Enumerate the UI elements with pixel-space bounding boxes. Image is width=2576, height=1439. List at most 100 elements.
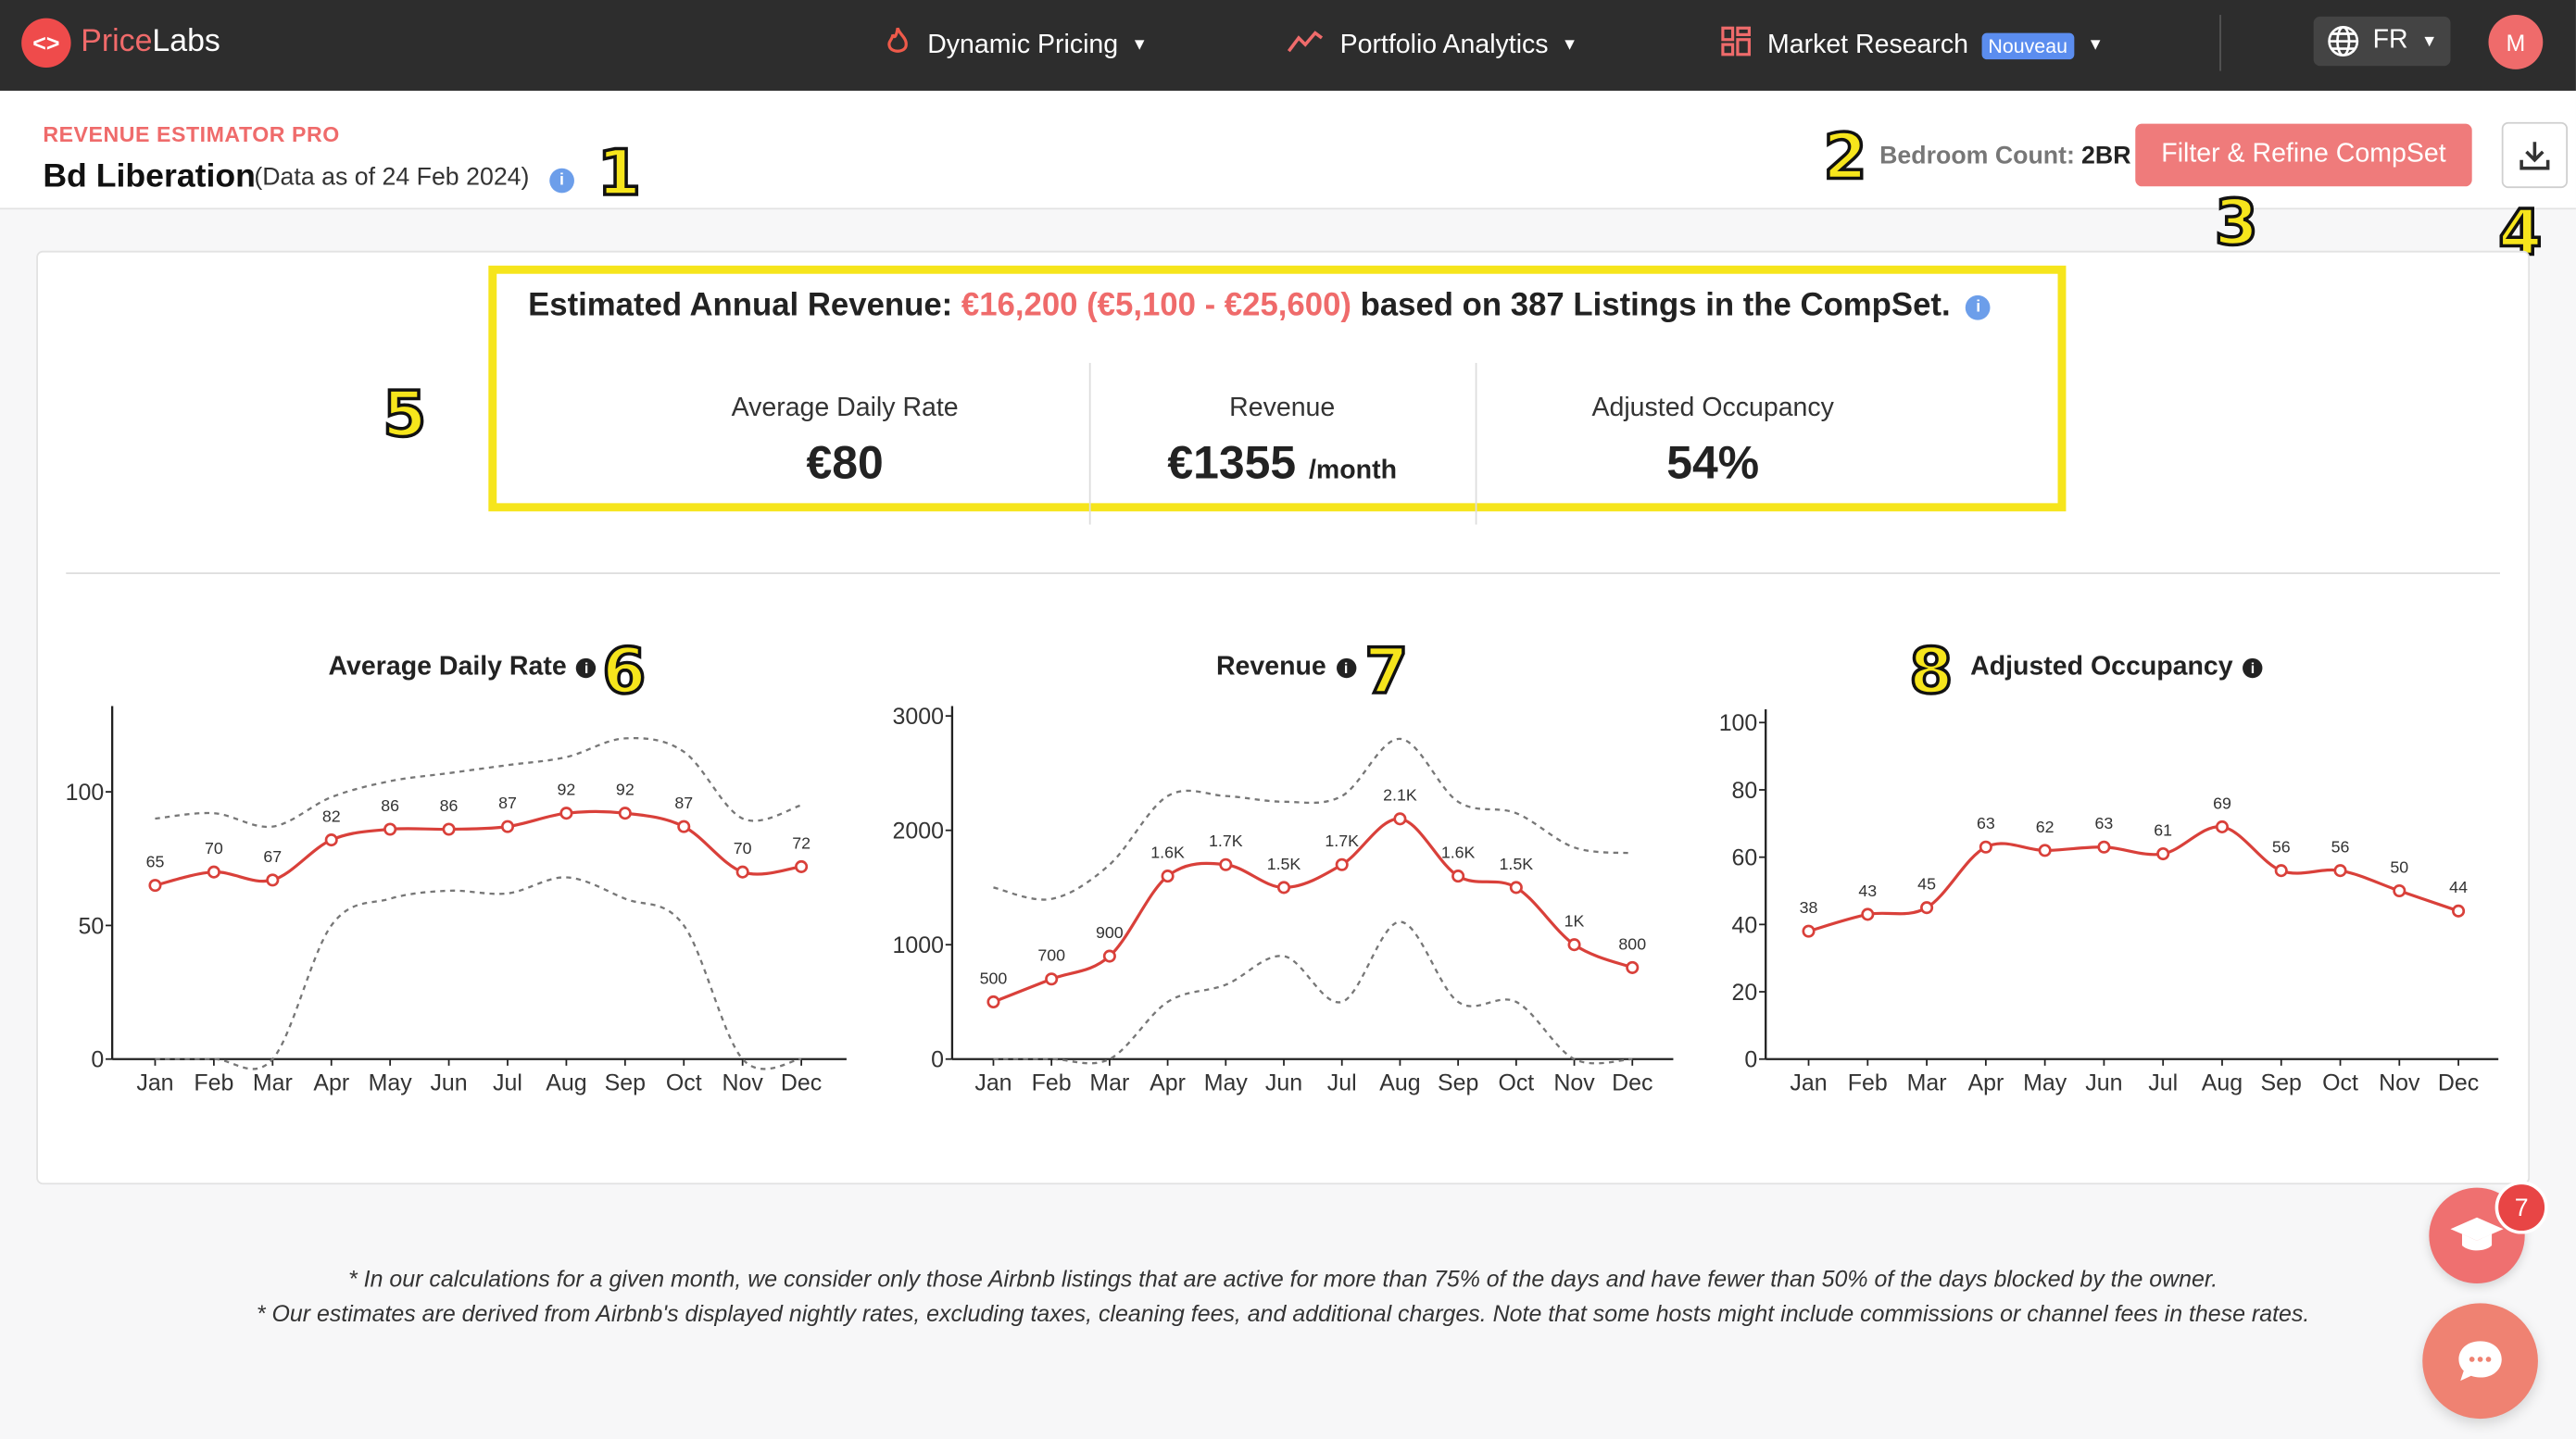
chat-icon xyxy=(2456,1338,2505,1384)
callout-8: 8 xyxy=(1907,634,1954,708)
info-icon[interactable]: i xyxy=(1966,294,1992,320)
x-tick-label: Dec xyxy=(781,1070,822,1096)
info-icon[interactable]: i xyxy=(2243,657,2263,679)
y-tick-label: 80 xyxy=(1732,778,1758,804)
data-point xyxy=(148,879,162,893)
x-tick-label: Mar xyxy=(253,1070,293,1096)
data-label: 92 xyxy=(616,781,635,799)
info-icon[interactable]: i xyxy=(576,657,597,679)
logo-icon: <> xyxy=(21,18,71,69)
data-label: 1.6K xyxy=(1150,843,1185,861)
x-tick-label: Nov xyxy=(1553,1070,1595,1096)
data-point xyxy=(2097,840,2111,854)
data-point xyxy=(2038,844,2052,857)
data-label: 900 xyxy=(1096,923,1124,942)
data-label: 1.5K xyxy=(1267,855,1301,873)
nav-market-research[interactable]: Market Research Nouveau ▼ xyxy=(1721,0,2104,91)
language-selector[interactable]: FR ▼ xyxy=(2313,16,2451,67)
data-label: 2.1K xyxy=(1383,786,1417,805)
x-tick-label: May xyxy=(2023,1070,2067,1096)
filter-refine-compset-button[interactable]: Filter & Refine CompSet xyxy=(2135,123,2472,187)
metric-revenue: Revenue €1355 /month xyxy=(1089,363,1476,525)
data-point xyxy=(1393,812,1407,826)
data-label: 65 xyxy=(146,853,165,871)
summary-highlight-box xyxy=(488,265,2067,512)
x-tick-label: Jun xyxy=(1265,1070,1302,1096)
academy-count-badge: 7 xyxy=(2494,1181,2548,1234)
data-point xyxy=(1567,938,1581,952)
data-point xyxy=(2333,864,2347,878)
x-tick-label: Feb xyxy=(194,1070,233,1096)
data-date-text: (Data as of 24 Feb 2024) xyxy=(254,163,530,192)
data-point xyxy=(677,820,691,833)
data-label: 86 xyxy=(381,796,399,815)
y-tick-label: 2000 xyxy=(893,819,944,845)
callout-1: 1 xyxy=(596,136,643,210)
data-point xyxy=(1045,972,1059,986)
data-point xyxy=(986,995,1000,1009)
data-label: 92 xyxy=(558,781,576,799)
user-avatar[interactable]: M xyxy=(2488,15,2544,69)
chart-title-occupancy: Adjusted Occupancy i xyxy=(1970,653,2263,682)
flame-icon xyxy=(885,27,911,65)
data-label: 44 xyxy=(2449,878,2468,896)
nav-dynamic-pricing[interactable]: Dynamic Pricing ▼ xyxy=(885,0,1148,91)
bedroom-count: Bedroom Count: 2BR xyxy=(1879,142,2130,169)
x-tick-label: Mar xyxy=(1907,1070,1947,1096)
nav-portfolio-analytics[interactable]: Portfolio Analytics ▼ xyxy=(1287,0,1578,91)
data-point xyxy=(559,807,573,820)
metric-label: Revenue xyxy=(1229,394,1336,423)
download-button[interactable] xyxy=(2501,121,2569,189)
nav-portfolio-analytics-label: Portfolio Analytics xyxy=(1339,30,1549,59)
chevron-down-icon: ▼ xyxy=(2087,36,2105,55)
data-point xyxy=(618,807,632,820)
y-tick-label: 1000 xyxy=(893,932,944,958)
summary-revenue-range: €16,200 (€5,100 - €25,600) xyxy=(961,286,1351,324)
brand-second: Labs xyxy=(152,24,220,60)
chevron-down-icon: ▼ xyxy=(1561,36,1578,55)
page-eyebrow: REVENUE ESTIMATOR PRO xyxy=(43,121,340,147)
data-label: 1.6K xyxy=(1441,843,1476,861)
x-tick-label: Dec xyxy=(2438,1070,2479,1096)
data-point xyxy=(795,859,809,873)
x-tick-label: Apr xyxy=(1150,1070,1186,1096)
callout-5: 5 xyxy=(381,377,428,451)
grid-icon xyxy=(1721,26,1751,65)
upper-bound-line xyxy=(993,737,1633,901)
data-point xyxy=(1509,881,1523,895)
y-tick-label: 100 xyxy=(66,780,105,806)
summary-prefix: Estimated Annual Revenue: xyxy=(528,286,953,324)
chart-title-text: Revenue xyxy=(1215,653,1326,682)
data-point xyxy=(324,833,338,847)
data-point xyxy=(1335,857,1349,871)
data-point xyxy=(266,873,280,887)
x-tick-label: Jul xyxy=(2148,1070,2178,1096)
callout-7: 7 xyxy=(1363,634,1410,708)
data-point xyxy=(1276,881,1291,895)
language-label: FR xyxy=(2372,26,2408,55)
chart-title-adr: Average Daily Rate i xyxy=(329,653,597,682)
y-tick-label: 3000 xyxy=(893,704,944,730)
x-tick-label: May xyxy=(1204,1070,1249,1096)
section-divider xyxy=(66,572,2500,574)
info-icon[interactable]: i xyxy=(549,168,574,194)
chat-button[interactable] xyxy=(2422,1303,2538,1420)
data-point xyxy=(2156,846,2170,861)
data-label: 56 xyxy=(2272,838,2291,857)
pricelabs-logo[interactable]: <> PriceLabs xyxy=(21,17,220,69)
x-tick-label: Oct xyxy=(1498,1070,1534,1096)
x-tick-label: Aug xyxy=(2202,1070,2243,1096)
x-tick-label: Feb xyxy=(1032,1070,1072,1096)
data-label: 87 xyxy=(674,794,693,812)
x-tick-label: Nov xyxy=(722,1070,763,1096)
data-point xyxy=(1920,901,1934,915)
data-point xyxy=(442,822,456,836)
info-icon[interactable]: i xyxy=(1336,657,1356,679)
data-date: (Data as of 24 Feb 2024) i xyxy=(254,163,574,194)
data-point xyxy=(2393,883,2406,898)
trend-icon xyxy=(1287,28,1324,62)
chart-title-text: Adjusted Occupancy xyxy=(1970,653,2233,682)
x-tick-label: May xyxy=(369,1070,413,1096)
